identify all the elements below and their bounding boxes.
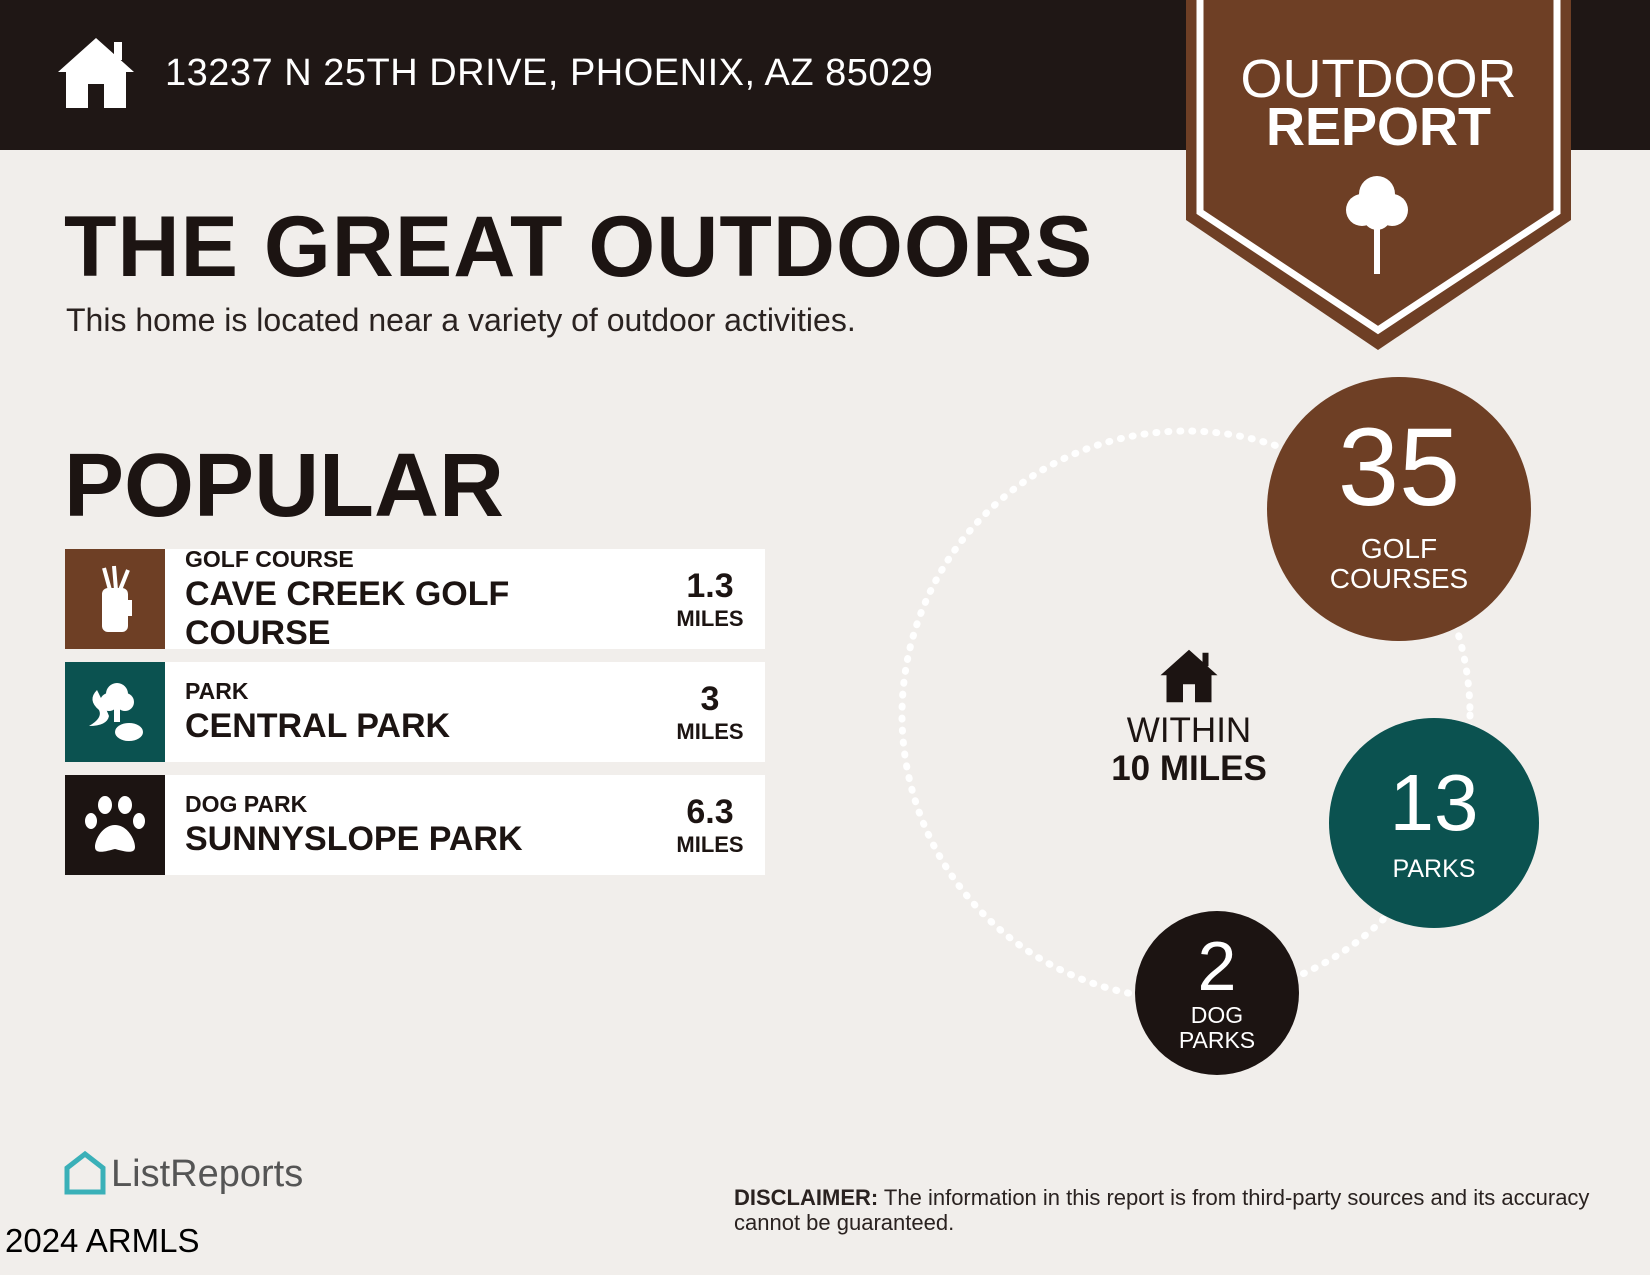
section-heading: POPULAR — [64, 436, 505, 536]
logo-house-icon — [64, 1150, 106, 1195]
stat-golf-courses: 35 GOLF COURSES — [1267, 377, 1531, 641]
disclaimer-label: DISCLAIMER: — [734, 1185, 879, 1210]
stat-label: PARKS — [1178, 1027, 1256, 1053]
stat-count: 35 — [1337, 405, 1461, 529]
stat-label: GOLF — [1360, 532, 1438, 564]
item-distance: 6.3 — [686, 792, 734, 831]
stat-count: 2 — [1197, 927, 1237, 1005]
item-category: GOLF COURSE — [185, 545, 354, 572]
park-tree-icon — [65, 662, 165, 762]
address: 13237 N 25TH DRIVE, PHOENIX, AZ 85029 — [165, 52, 934, 94]
house-icon — [1160, 649, 1218, 703]
item-distance: 1.3 — [686, 566, 734, 605]
item-category: PARK — [185, 678, 249, 704]
paw-icon — [65, 775, 165, 875]
house-icon — [58, 38, 134, 108]
stat-count: 13 — [1389, 757, 1479, 847]
item-distance: 3 — [700, 679, 720, 718]
list-item: DOG PARK SUNNYSLOPE PARK 6.3 MILES — [65, 775, 765, 875]
stat-label: COURSES — [1329, 562, 1469, 594]
outdoor-report-badge — [1186, 0, 1571, 350]
item-name: SUNNYSLOPE PARK — [185, 820, 523, 858]
tree-icon — [1346, 176, 1408, 274]
list-item: GOLF COURSE CAVE CREEK GOLF COURSE 1.3 MIL… — [65, 545, 765, 652]
golf-bag-icon — [65, 549, 165, 649]
stat-label: DOG — [1190, 1002, 1244, 1028]
within-line2: 10 MILES — [1111, 749, 1267, 788]
stat-parks: 13 PARKS — [1329, 718, 1539, 928]
page-title: THE GREAT OUTDOORS — [64, 199, 1094, 295]
badge-line2: REPORT — [1265, 97, 1492, 157]
item-category: DOG PARK — [185, 791, 308, 817]
page-subtitle: This home is located near a variety of o… — [66, 302, 856, 338]
item-unit: MILES — [676, 718, 744, 744]
listreports-logo: ListReports — [63, 1150, 303, 1198]
badge-line1: OUTDOOR — [1240, 49, 1517, 109]
stat-dog-parks: 2 DOG PARKS — [1135, 911, 1299, 1075]
within-line1: WITHIN — [1126, 711, 1252, 750]
stat-label: PARKS — [1392, 854, 1476, 883]
item-unit: MILES — [676, 831, 744, 857]
disclaimer-text: The information in this report is from t… — [734, 1185, 1590, 1235]
disclaimer: DISCLAIMER: The information in this repo… — [734, 1185, 1614, 1235]
item-name: CENTRAL PARK — [185, 707, 451, 745]
logo-text: ListReports — [111, 1153, 304, 1195]
within-label: WITHIN 10 MILES — [1089, 712, 1289, 788]
watermark: 2024 ARMLS — [5, 1222, 200, 1259]
item-name: CAVE CREEK GOLF COURSE — [185, 574, 510, 652]
item-unit: MILES — [676, 605, 744, 631]
list-item: PARK CENTRAL PARK 3 MILES — [65, 662, 765, 762]
